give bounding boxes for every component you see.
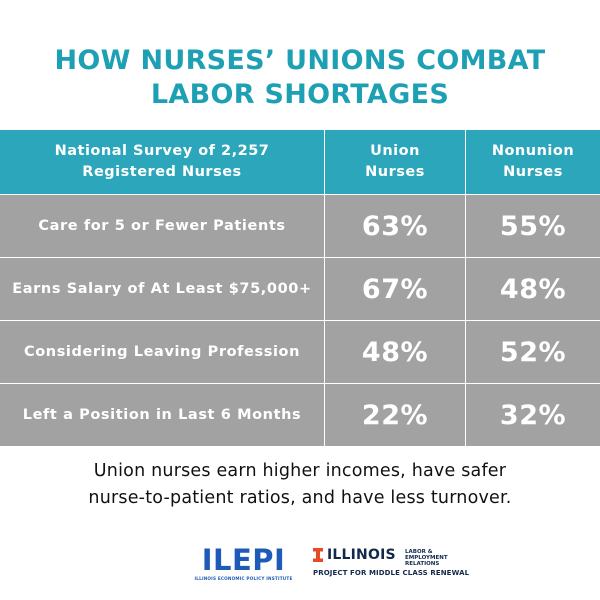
header-union-line-2: Nurses [365, 164, 425, 180]
header-nonunion-line-1: Nonunion [491, 143, 575, 159]
row-label: Earns Salary of At Least $75,000+ [0, 258, 324, 320]
ilepi-subtitle: ILLINOIS ECONOMIC POLICY INSTITUTE [194, 576, 293, 581]
union-value-cell: 22% [324, 384, 465, 446]
union-value: 67% [361, 273, 429, 305]
row-label-text: Earns Salary of At Least $75,000+ [12, 281, 312, 297]
illinois-block-i-icon [313, 548, 323, 562]
ilepi-logo: ILEPI ILLINOIS ECONOMIC POLICY INSTITUTE [186, 545, 301, 581]
nonunion-value: 48% [499, 273, 567, 305]
caption: Union nurses earn higher incomes, have s… [0, 458, 600, 512]
page-title: HOW NURSES’ UNIONS COMBAT LABOR SHORTAGE… [0, 44, 600, 112]
nonunion-value-cell: 48% [465, 258, 600, 320]
project-label: PROJECT FOR MIDDLE CLASS RENEWAL [313, 569, 470, 577]
table-row: Considering Leaving Profession 48% 52% [0, 321, 600, 384]
nonunion-value-cell: 52% [465, 321, 600, 383]
row-label-text: Care for 5 or Fewer Patients [38, 218, 286, 234]
ilepi-wordmark: ILEPI [201, 543, 286, 577]
row-label: Care for 5 or Fewer Patients [0, 195, 324, 257]
union-value-cell: 48% [324, 321, 465, 383]
nonunion-value: 55% [499, 210, 567, 242]
row-label-text: Left a Position in Last 6 Months [22, 407, 302, 423]
header-nonunion-cell: Nonunion Nurses [465, 130, 600, 194]
union-value: 48% [361, 336, 429, 368]
header-union-line-1: Union [370, 143, 420, 159]
caption-line-2: nurse-to-patient ratios, and have less t… [88, 488, 512, 508]
row-label: Considering Leaving Profession [0, 321, 324, 383]
nonunion-value: 32% [499, 399, 567, 431]
table-row: Care for 5 or Fewer Patients 63% 55% [0, 195, 600, 258]
union-value: 22% [361, 399, 429, 431]
table-row: Left a Position in Last 6 Months 22% 32% [0, 384, 600, 447]
row-label-text: Considering Leaving Profession [23, 344, 301, 360]
title-line-2: LABOR SHORTAGES [150, 79, 450, 110]
ler-line-1: LABOR & EMPLOYMENT [405, 549, 448, 561]
title-line-1: HOW NURSES’ UNIONS COMBAT [54, 45, 546, 76]
table-row: Earns Salary of At Least $75,000+ 67% 48… [0, 258, 600, 321]
nonunion-value-cell: 32% [465, 384, 600, 446]
illinois-wordmark: ILLINOIS [327, 547, 396, 563]
header-survey-line-1: National Survey of 2,257 [54, 143, 270, 159]
table-header-row: National Survey of 2,257 Registered Nurs… [0, 130, 600, 195]
nonunion-value: 52% [499, 336, 567, 368]
caption-line-1: Union nurses earn higher incomes, have s… [93, 461, 507, 481]
header-union-cell: Union Nurses [324, 130, 465, 194]
logo-bar: ILEPI ILLINOIS ECONOMIC POLICY INSTITUTE… [0, 540, 600, 590]
header-survey-cell: National Survey of 2,257 Registered Nurs… [0, 130, 324, 194]
nonunion-value-cell: 55% [465, 195, 600, 257]
ler-label: LABOR & EMPLOYMENT RELATIONS [405, 549, 475, 567]
union-value-cell: 67% [324, 258, 465, 320]
union-value-cell: 63% [324, 195, 465, 257]
survey-table: National Survey of 2,257 Registered Nurs… [0, 130, 600, 447]
ler-line-2: RELATIONS [405, 561, 440, 567]
header-survey-line-2: Registered Nurses [82, 164, 242, 180]
header-nonunion-line-2: Nurses [503, 164, 563, 180]
union-value: 63% [361, 210, 429, 242]
row-label: Left a Position in Last 6 Months [0, 384, 324, 446]
